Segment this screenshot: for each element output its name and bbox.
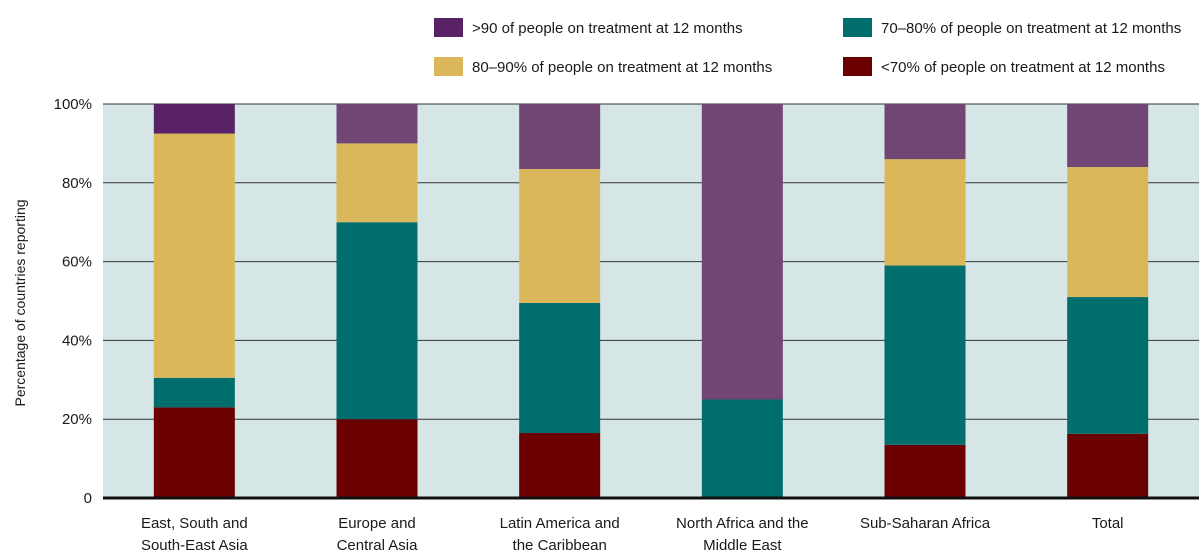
bar-segment [519, 104, 601, 170]
bars [153, 104, 1149, 498]
x-category-label: East, South and [141, 515, 248, 532]
plot-background [103, 104, 1199, 498]
bar-segment [884, 104, 966, 160]
x-category-label: Sub-Saharan Africa [860, 515, 991, 532]
bar-segment [153, 104, 235, 134]
y-tick-label: 20% [62, 411, 92, 428]
bar-segment [336, 222, 418, 420]
bar-segment [1067, 167, 1149, 298]
legend-label: >90 of people on treatment at 12 months [472, 20, 743, 37]
y-axis-title: Percentage of countries reporting [12, 199, 28, 406]
gridlines [103, 103, 1199, 420]
bar-segment [884, 159, 966, 266]
bar-segment [519, 302, 601, 433]
y-axis-ticks: 0 20% 40% 60% 80% 100% [54, 96, 92, 507]
bar-segment [336, 143, 418, 223]
bar-segment [519, 432, 601, 498]
x-category-label: Central Asia [337, 537, 419, 554]
y-tick-label: 40% [62, 332, 92, 349]
x-category-label: North Africa and the [676, 515, 809, 532]
x-category-label: Middle East [703, 537, 782, 554]
y-tick-label: 100% [54, 96, 92, 113]
legend-swatch [843, 18, 872, 37]
bar-segment [701, 104, 783, 400]
bar-segment [884, 265, 966, 445]
legend-label: 80–90% of people on treatment at 12 mont… [472, 59, 772, 76]
y-tick-label: 80% [62, 175, 92, 192]
bar-segment [1067, 433, 1149, 498]
bar-segment [519, 169, 601, 303]
x-category-label: Latin America and [500, 515, 620, 532]
bar-segment [336, 419, 418, 498]
bar-segment [153, 377, 235, 408]
y-tick-label: 60% [62, 254, 92, 271]
bar-segment [153, 407, 235, 498]
legend-swatch [434, 57, 463, 76]
x-category-label: South-East Asia [141, 537, 248, 554]
legend: >90 of people on treatment at 12 months 8… [434, 18, 1181, 76]
legend-swatch [434, 18, 463, 37]
bar-segment [884, 444, 966, 498]
x-category-label: Europe and [338, 515, 416, 532]
bar-segment [336, 104, 418, 144]
legend-swatch [843, 57, 872, 76]
bar-segment [153, 133, 235, 378]
bar-segment [701, 399, 783, 498]
bar-segment [1067, 297, 1149, 434]
y-tick-label: 0 [84, 490, 92, 507]
legend-label: <70% of people on treatment at 12 months [881, 59, 1165, 76]
x-category-label: the Caribbean [513, 537, 607, 554]
x-category-label: Total [1092, 515, 1124, 532]
legend-label: 70–80% of people on treatment at 12 mont… [881, 20, 1181, 37]
bar-segment [1067, 104, 1149, 168]
x-axis-labels: East, South and South-East Asia Europe and… [141, 515, 1124, 554]
